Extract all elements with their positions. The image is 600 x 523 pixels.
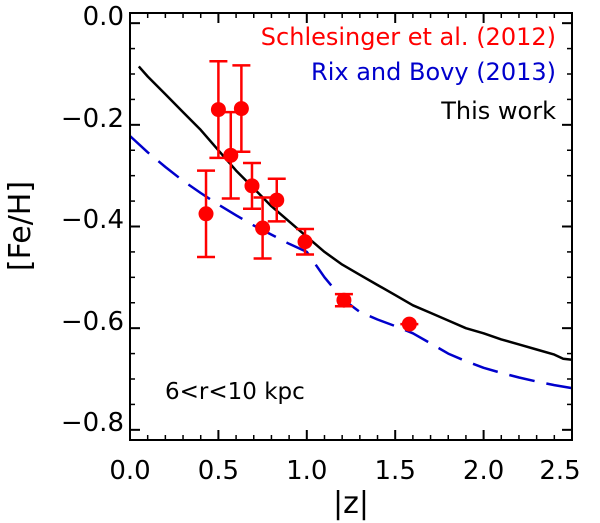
data-point: [233, 101, 249, 117]
data-point: [336, 292, 352, 308]
legend-schlesinger: Schlesinger et al. (2012): [261, 23, 556, 51]
y-tick-labels: 0.0 −0.2 −0.4 −0.6 −0.8: [61, 2, 124, 438]
data-point: [269, 192, 285, 208]
y-tick-label: −0.8: [61, 408, 124, 438]
data-point: [198, 206, 214, 222]
x-axis-label: |z|: [333, 486, 369, 521]
legend-this-work: This work: [440, 97, 556, 125]
y-axis-label: [Fe/H]: [3, 181, 38, 271]
data-point: [210, 102, 226, 118]
x-tick-label: 2.5: [539, 456, 580, 486]
y-tick-label: −0.6: [61, 307, 124, 337]
this-work-solid-line: [137, 65, 573, 361]
y-tick-label: 0.0: [83, 2, 124, 32]
data-point: [244, 178, 260, 194]
x-tick-label: 1.0: [286, 456, 327, 486]
plot-content: [129, 60, 573, 390]
x-tick-label: 0.5: [198, 456, 239, 486]
y-tick-label: −0.4: [61, 205, 124, 235]
x-tick-label: 2.0: [463, 456, 504, 486]
radius-annotation: 6<r<10 kpc: [165, 379, 305, 405]
x-tick-labels: 0.0 0.5 1.0 1.5 2.0 2.5: [109, 456, 580, 486]
legend-rix-bovy: Rix and Bovy (2013): [311, 58, 556, 86]
data-point: [297, 234, 313, 250]
data-point: [401, 316, 417, 332]
rix-bovy-dashed-line: [129, 135, 573, 390]
x-tick-label: 0.0: [109, 456, 150, 486]
data-point: [223, 147, 239, 163]
x-tick-label: 1.5: [375, 456, 416, 486]
axis-ticks: [129, 13, 573, 440]
data-point: [255, 220, 271, 236]
y-tick-label: −0.2: [61, 104, 124, 134]
